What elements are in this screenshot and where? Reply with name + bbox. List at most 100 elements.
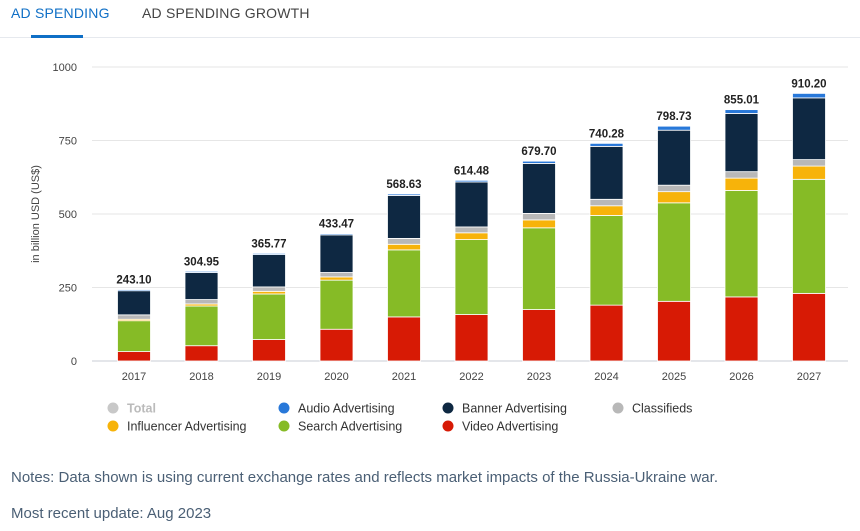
bar-segment [454, 226, 489, 234]
y-axis-label: in billion USD (US$) [30, 165, 42, 263]
bar-segment [792, 93, 826, 99]
bar-segment [792, 178, 826, 294]
bar-segment [184, 345, 219, 362]
bar-segment [454, 239, 489, 315]
legend-marker [107, 420, 119, 432]
y-tick-label: 500 [59, 209, 77, 221]
x-tick-label: 2025 [662, 371, 686, 383]
bar-segment [319, 328, 354, 362]
chart-panel: 0 250 500 750 1000 in billion USD (US$) 243.10… [0, 38, 860, 448]
legend-item-label: Total [127, 402, 156, 416]
total-data-label: 679.70 [521, 146, 556, 158]
legend-marker [278, 402, 290, 414]
bar-segment [657, 300, 691, 362]
y-tick-label: 0 [71, 356, 77, 368]
bar-segment [792, 159, 826, 167]
bar-segment [184, 270, 219, 273]
bar-segment [252, 286, 286, 292]
legend-marker [442, 420, 454, 432]
bar-segment [522, 163, 556, 214]
bar-segment [522, 213, 556, 221]
bar-segment [387, 316, 421, 362]
bar-segment [657, 129, 691, 186]
bar-segment [184, 272, 219, 300]
legend-item-label: Audio Advertising [298, 402, 395, 416]
bar-segment [184, 305, 219, 347]
bar-segment [589, 145, 624, 200]
legend-item-label: Influencer Advertising [127, 420, 247, 434]
y-tick-label: 750 [59, 136, 77, 148]
bar-segment [319, 279, 354, 330]
total-data-label: 243.10 [116, 275, 151, 287]
x-tick-label: 2020 [324, 371, 348, 383]
bar-segment [589, 215, 624, 306]
y-tick-label: 250 [59, 283, 77, 295]
bar-segment [657, 184, 691, 193]
bar-segment [252, 254, 286, 288]
update-note: Most recent update: Aug 2023 [11, 505, 212, 522]
bar-segment [117, 320, 151, 352]
bar-segment [319, 272, 354, 278]
bar-segment [387, 238, 421, 245]
bar-segment [589, 198, 624, 207]
legend-marker [278, 420, 290, 432]
total-data-label: 365.77 [251, 238, 286, 250]
total-data-label: 798.73 [656, 111, 691, 123]
x-tick-label: 2021 [392, 371, 416, 383]
x-tick-label: 2019 [257, 371, 281, 383]
bar-segment [589, 205, 624, 216]
legend-item-label: Classifieds [632, 402, 692, 416]
bar-segment [252, 293, 286, 340]
bar-segment [724, 177, 759, 191]
bar-segment [387, 195, 421, 239]
bar-segment [117, 351, 151, 362]
total-data-label: 910.20 [791, 78, 826, 90]
total-data-label: 855.01 [724, 95, 760, 107]
bar-segment [724, 171, 759, 179]
bar-segment [589, 142, 624, 147]
bar-segment [657, 125, 691, 131]
bar-segment [387, 193, 421, 196]
bar-segment [792, 292, 826, 362]
bar-segment [522, 219, 556, 229]
bar-segment [184, 299, 219, 305]
legend-marker [612, 402, 624, 414]
bar-segment [792, 97, 826, 161]
bar-segment [454, 181, 489, 228]
legend-item-label: Search Advertising [298, 420, 402, 434]
tab-ad-spending[interactable]: AD SPENDING [11, 5, 110, 21]
bar-segment [522, 309, 556, 362]
chart-note: Notes: Data shown is using current excha… [11, 469, 718, 486]
total-data-label: 568.63 [386, 179, 421, 191]
bar-segment [252, 339, 286, 362]
y-tick-label: 1000 [53, 62, 77, 74]
bar-segment [117, 314, 151, 320]
legend-marker [442, 402, 454, 414]
bar-segment [454, 314, 489, 362]
tab-bar: AD SPENDING AD SPENDING GROWTH [0, 0, 860, 38]
tab-ad-spending-growth[interactable]: AD SPENDING GROWTH [142, 5, 310, 21]
bar-segment [454, 179, 489, 183]
bar-segment [319, 234, 354, 273]
bar-segment [387, 243, 421, 251]
bar-segment [657, 191, 691, 204]
bar-segment [724, 113, 759, 173]
bar-segment [117, 290, 151, 316]
x-tick-label: 2023 [527, 371, 551, 383]
bar-segment [724, 190, 759, 298]
x-tick-label: 2017 [122, 371, 146, 383]
stacked-bar-chart: 0 250 500 750 1000 in billion USD (US$) 243.10… [30, 62, 848, 434]
bar-segment [724, 109, 759, 114]
bar-segment [657, 202, 691, 302]
total-data-label: 614.48 [454, 165, 490, 177]
active-tab-indicator [31, 35, 83, 38]
x-tick-label: 2027 [797, 371, 821, 383]
bar-segment [454, 232, 489, 240]
total-data-label: 740.28 [589, 128, 625, 140]
bar-segment [522, 160, 556, 164]
legend-item-label: Banner Advertising [462, 402, 567, 416]
bar-segment [319, 233, 354, 236]
bar-segment [792, 165, 826, 180]
bar-segment [522, 227, 556, 310]
bar-segment [387, 249, 421, 318]
